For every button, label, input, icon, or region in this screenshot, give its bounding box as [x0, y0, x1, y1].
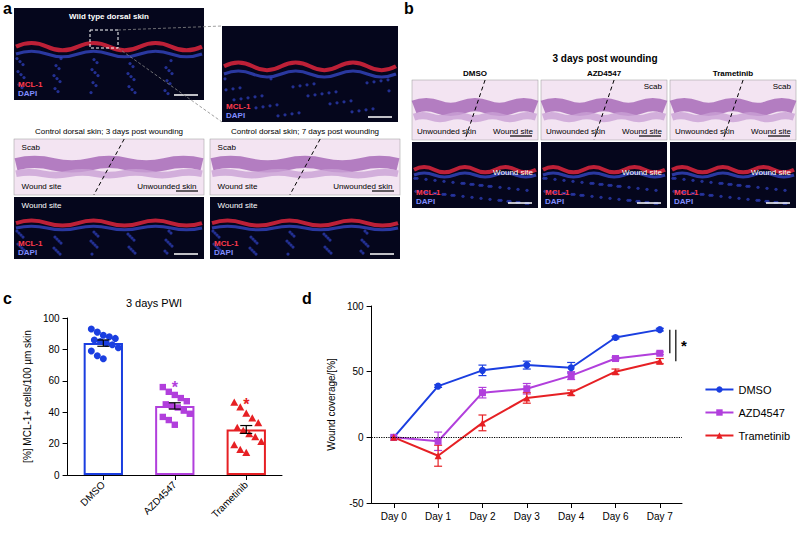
svg-text:20: 20: [48, 438, 60, 449]
svg-text:Day 1: Day 1: [425, 511, 452, 522]
svg-text:-50: -50: [349, 498, 364, 509]
svg-text:Wound site: Wound site: [622, 127, 662, 136]
svg-text:100: 100: [43, 313, 60, 324]
svg-text:Scab: Scab: [218, 143, 237, 152]
svg-text:Day 2: Day 2: [469, 511, 496, 522]
svg-text:Wild type dorsal skin: Wild type dorsal skin: [69, 12, 149, 21]
svg-text:*: *: [243, 396, 250, 413]
svg-text:Day 6: Day 6: [602, 511, 629, 522]
svg-text:DMSO: DMSO: [463, 69, 487, 78]
svg-text:Unwounded skin: Unwounded skin: [137, 182, 196, 191]
svg-text:100: 100: [347, 301, 364, 312]
svg-text:DMSO: DMSO: [78, 479, 107, 508]
svg-text:AZD4547: AZD4547: [141, 479, 179, 517]
svg-text:c: c: [3, 290, 12, 307]
svg-text:Trametinib: Trametinib: [713, 69, 754, 78]
svg-text:MCL-1: MCL-1: [214, 239, 239, 248]
svg-text:Wound site: Wound site: [22, 182, 62, 191]
svg-text:Scab: Scab: [773, 82, 792, 91]
svg-text:b: b: [404, 0, 414, 17]
svg-text:MCL-1: MCL-1: [226, 102, 251, 111]
svg-text:DAPI: DAPI: [545, 197, 564, 206]
svg-text:*: *: [681, 337, 687, 354]
svg-text:Day 7: Day 7: [647, 511, 674, 522]
svg-text:60: 60: [48, 375, 60, 386]
svg-text:[%] MCL-1+ cells/100 µm skin: [%] MCL-1+ cells/100 µm skin: [22, 330, 33, 463]
svg-text:DAPI: DAPI: [18, 89, 37, 98]
svg-text:DAPI: DAPI: [416, 197, 435, 206]
svg-text:DAPI: DAPI: [18, 248, 37, 257]
svg-text:3 days post wounding: 3 days post wounding: [552, 53, 657, 64]
svg-text:Wound site: Wound site: [493, 127, 533, 136]
svg-text:Unwounded skin: Unwounded skin: [546, 127, 605, 136]
svg-text:Wound site: Wound site: [493, 168, 533, 177]
svg-text:MCL-1: MCL-1: [545, 188, 570, 197]
svg-text:AZD4547: AZD4547: [738, 407, 784, 419]
svg-text:Day 3: Day 3: [514, 511, 541, 522]
svg-text:Wound site: Wound site: [218, 201, 258, 210]
svg-text:MCL-1: MCL-1: [18, 80, 43, 89]
svg-text:80: 80: [48, 344, 60, 355]
svg-text:DAPI: DAPI: [226, 111, 245, 120]
svg-text:Unwounded skin: Unwounded skin: [333, 182, 392, 191]
svg-text:Wound site: Wound site: [751, 168, 791, 177]
svg-text:Control dorsal skin; 7 days po: Control dorsal skin; 7 days post woundin…: [231, 127, 379, 136]
svg-text:Scab: Scab: [22, 143, 41, 152]
svg-text:AZD4547: AZD4547: [587, 69, 622, 78]
svg-text:MCL-1: MCL-1: [674, 188, 699, 197]
svg-text:Trametinib: Trametinib: [209, 479, 250, 520]
svg-text:Day 0: Day 0: [381, 511, 408, 522]
svg-text:50: 50: [352, 366, 364, 377]
svg-text:Trametinib: Trametinib: [738, 430, 790, 442]
svg-text:a: a: [3, 0, 12, 17]
svg-text:Wound site: Wound site: [218, 182, 258, 191]
svg-text:MCL-1: MCL-1: [18, 239, 43, 248]
svg-text:Wound site: Wound site: [22, 201, 62, 210]
svg-text:3 days PWI: 3 days PWI: [126, 297, 182, 309]
svg-text:DAPI: DAPI: [214, 248, 233, 257]
svg-text:Wound site: Wound site: [622, 168, 662, 177]
svg-text:0: 0: [54, 470, 60, 481]
svg-text:Wound site: Wound site: [751, 127, 791, 136]
svg-text:Wound coverage/[%]: Wound coverage/[%]: [326, 358, 337, 451]
svg-text:Day 4: Day 4: [558, 511, 585, 522]
svg-text:*: *: [172, 379, 179, 396]
svg-text:Unwounded skin: Unwounded skin: [417, 127, 476, 136]
svg-text:40: 40: [48, 407, 60, 418]
svg-text:DMSO: DMSO: [738, 384, 771, 396]
svg-text:Control dorsal skin; 3 days po: Control dorsal skin; 3 days post woundin…: [35, 127, 183, 136]
svg-text:Unwounded skin: Unwounded skin: [675, 127, 734, 136]
svg-text:d: d: [302, 290, 312, 307]
svg-text:Scab: Scab: [644, 82, 663, 91]
svg-text:MCL-1: MCL-1: [416, 188, 441, 197]
svg-text:DAPI: DAPI: [674, 197, 693, 206]
svg-text:0: 0: [358, 432, 364, 443]
